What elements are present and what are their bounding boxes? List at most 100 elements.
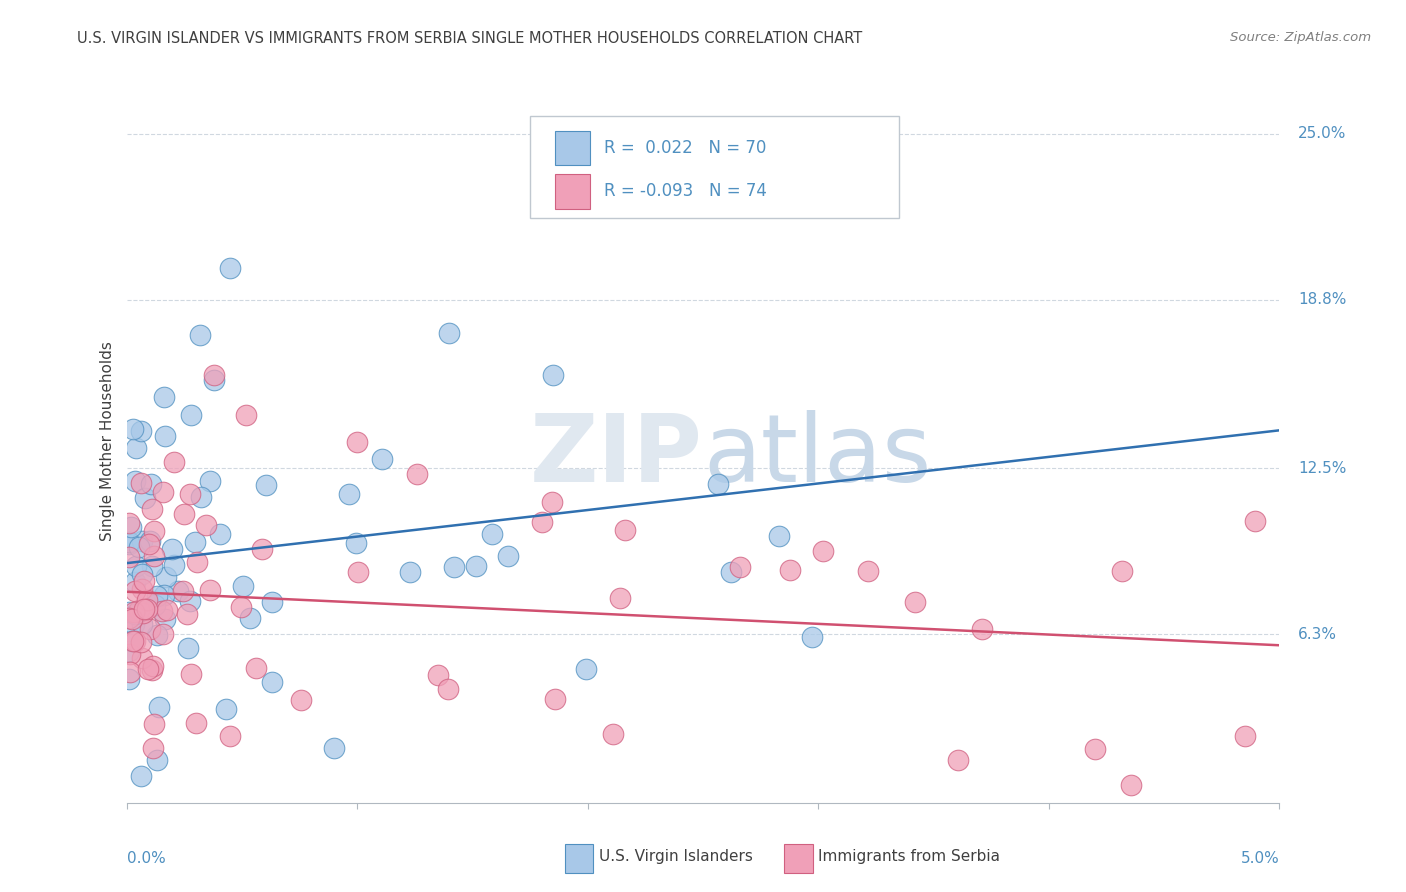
Point xyxy=(141,663,163,677)
Point xyxy=(443,560,465,574)
Point xyxy=(190,490,212,504)
Point xyxy=(132,606,155,620)
Point xyxy=(132,574,155,588)
Point xyxy=(184,535,207,549)
Point xyxy=(323,740,346,755)
Bar xyxy=(555,174,591,209)
Text: Immigrants from Serbia: Immigrants from Serbia xyxy=(818,849,1000,864)
Point xyxy=(856,564,879,578)
Point xyxy=(152,588,174,602)
Point xyxy=(118,605,141,619)
Point xyxy=(728,560,751,574)
Point xyxy=(779,563,801,577)
Point xyxy=(904,595,927,609)
Point xyxy=(172,584,194,599)
Point xyxy=(602,727,624,741)
Point xyxy=(139,476,162,491)
Point xyxy=(346,434,368,449)
Point xyxy=(124,574,146,589)
Point xyxy=(1111,564,1133,578)
Point xyxy=(575,662,598,676)
Text: 6.3%: 6.3% xyxy=(1298,627,1337,641)
Point xyxy=(121,611,143,625)
Point xyxy=(129,476,152,491)
Text: R = -0.093   N = 74: R = -0.093 N = 74 xyxy=(603,182,766,201)
Point xyxy=(145,754,167,768)
Y-axis label: Single Mother Households: Single Mother Households xyxy=(100,342,115,541)
Point xyxy=(131,617,153,632)
Point xyxy=(142,716,165,731)
Point xyxy=(139,622,162,636)
Point xyxy=(707,477,730,491)
Point xyxy=(239,611,262,625)
Point xyxy=(202,373,225,387)
Point xyxy=(231,599,253,614)
Text: 25.0%: 25.0% xyxy=(1298,127,1347,141)
Text: U.S. VIRGIN ISLANDER VS IMMIGRANTS FROM SERBIA SINGLE MOTHER HOUSEHOLDS CORRELAT: U.S. VIRGIN ISLANDER VS IMMIGRANTS FROM … xyxy=(77,31,862,46)
Point xyxy=(208,527,231,541)
Point xyxy=(122,634,145,648)
Point xyxy=(121,634,143,648)
Point xyxy=(118,647,141,661)
Point xyxy=(131,567,153,582)
Point xyxy=(198,474,221,488)
Point xyxy=(399,566,422,580)
Point xyxy=(118,537,141,551)
Bar xyxy=(555,130,591,165)
Point xyxy=(120,520,142,534)
Point xyxy=(813,543,835,558)
Point xyxy=(148,699,170,714)
Point xyxy=(124,634,146,648)
Point xyxy=(180,408,202,422)
Point xyxy=(124,474,146,488)
Point xyxy=(260,595,283,609)
Point xyxy=(141,502,163,516)
Point xyxy=(232,579,254,593)
Point xyxy=(124,584,146,599)
Point xyxy=(530,515,553,529)
Point xyxy=(135,602,157,616)
Point xyxy=(179,486,201,500)
Point xyxy=(124,616,146,631)
Point xyxy=(427,667,450,681)
Point xyxy=(179,594,201,608)
Point xyxy=(337,486,360,500)
Point xyxy=(180,667,202,681)
Point xyxy=(124,607,146,622)
Point xyxy=(118,549,141,564)
Point xyxy=(371,452,394,467)
Point xyxy=(1084,742,1107,756)
Point xyxy=(118,534,141,549)
Point xyxy=(198,583,221,598)
Point xyxy=(970,622,993,636)
Point xyxy=(252,541,274,556)
Point xyxy=(437,326,460,341)
Point xyxy=(141,559,163,574)
Point xyxy=(163,455,186,469)
Point xyxy=(136,593,159,607)
Point xyxy=(481,527,503,541)
Point xyxy=(134,491,156,505)
Point xyxy=(1244,514,1267,528)
Text: 0.0%: 0.0% xyxy=(127,851,166,866)
Text: 18.8%: 18.8% xyxy=(1298,293,1347,307)
Point xyxy=(139,533,162,548)
Point xyxy=(118,665,141,679)
Point xyxy=(184,715,207,730)
Point xyxy=(118,672,141,686)
Point xyxy=(152,484,174,499)
Point xyxy=(186,555,208,569)
Point xyxy=(946,753,969,767)
Point xyxy=(129,769,152,783)
Point xyxy=(142,741,165,756)
Point xyxy=(256,477,278,491)
Point xyxy=(437,682,460,697)
Point xyxy=(160,542,183,557)
Point xyxy=(142,549,165,564)
Point xyxy=(202,368,225,382)
Point xyxy=(215,702,238,716)
Point xyxy=(1233,729,1256,743)
Bar xyxy=(565,844,593,873)
Text: ZIP: ZIP xyxy=(530,410,703,502)
Point xyxy=(122,606,145,620)
